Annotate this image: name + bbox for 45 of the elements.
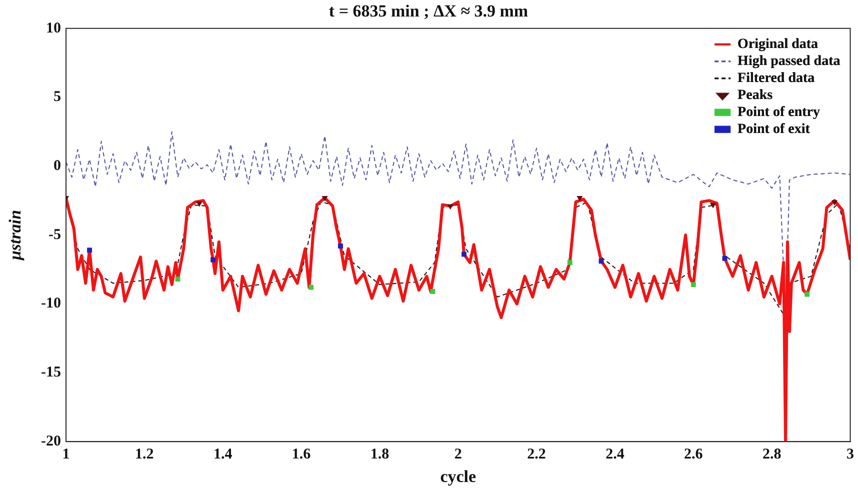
y-tick-label: 5 bbox=[54, 89, 61, 106]
y-tick-label: -5 bbox=[48, 226, 61, 243]
point bbox=[722, 256, 728, 261]
point bbox=[87, 248, 92, 253]
point bbox=[447, 204, 454, 210]
x-tick-label: 3 bbox=[846, 446, 854, 462]
point bbox=[462, 252, 466, 257]
y-tick-label: -15 bbox=[41, 364, 61, 381]
x-tick-label: 1.2 bbox=[135, 446, 154, 462]
point bbox=[322, 196, 328, 202]
x-tick-label: 1.4 bbox=[213, 446, 233, 462]
point bbox=[430, 288, 436, 294]
y-axis-title: μstrain bbox=[6, 210, 25, 262]
point bbox=[175, 276, 180, 282]
point bbox=[832, 200, 838, 206]
legend-label: Original data bbox=[738, 37, 818, 52]
x-tick-label: 1.6 bbox=[292, 446, 312, 462]
point bbox=[338, 244, 343, 248]
y-tick-label: 0 bbox=[54, 158, 61, 174]
legend-label: Peaks bbox=[738, 88, 774, 104]
point bbox=[598, 258, 604, 264]
legend-label: Filtered data bbox=[738, 71, 815, 86]
legend-label: Point of exit bbox=[738, 122, 810, 138]
x-tick-label: 2.6 bbox=[684, 446, 704, 462]
point bbox=[690, 282, 696, 288]
point bbox=[196, 202, 202, 207]
x-tick-label: 2 bbox=[454, 446, 462, 462]
point bbox=[210, 257, 216, 262]
chart-title: t = 6835 min ; ΔX ≈ 3.9 mm bbox=[328, 2, 528, 21]
y-tick-label: -10 bbox=[41, 296, 61, 312]
y-tick-label: -20 bbox=[41, 433, 61, 450]
x-tick-label: 2.4 bbox=[606, 446, 625, 462]
legend-label: High passed data bbox=[738, 54, 840, 70]
x-tick-label: 2.8 bbox=[762, 446, 782, 462]
point bbox=[308, 284, 314, 290]
y-tick-label: 10 bbox=[46, 20, 61, 36]
point bbox=[576, 196, 583, 202]
point bbox=[710, 202, 716, 208]
x-tick-label: 1.8 bbox=[370, 446, 390, 462]
x-axis-title: cycle bbox=[440, 467, 477, 486]
x-tick-label: 2.2 bbox=[527, 446, 546, 462]
point bbox=[804, 292, 810, 297]
x-tick-label: 1 bbox=[62, 446, 70, 462]
legend-label: Point of entry bbox=[738, 105, 820, 120]
point bbox=[567, 260, 572, 266]
